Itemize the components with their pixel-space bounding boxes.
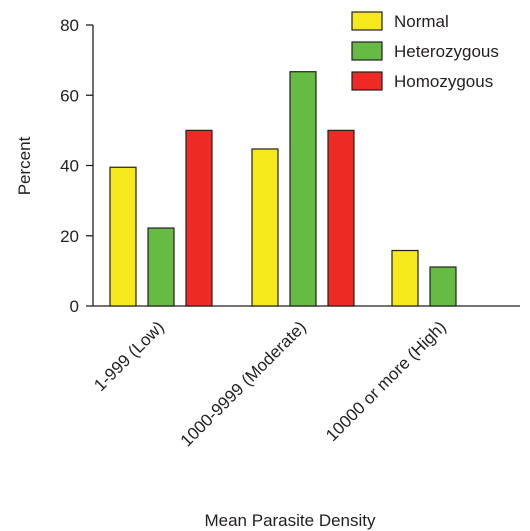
- x-tick-label: 10000 or more (High): [322, 317, 450, 445]
- x-axis: 1-999 (Low) 1000-9999 (Moderate) 10000 or …: [90, 305, 520, 450]
- y-tick-label: 80: [60, 16, 79, 35]
- legend-swatch: [351, 11, 383, 31]
- legend-label: Normal: [394, 12, 449, 31]
- y-tick-label: 60: [60, 86, 79, 105]
- bar-heterozygous-1: [147, 227, 175, 307]
- y-tick-label: 40: [60, 157, 79, 176]
- y-tick-label: 20: [60, 227, 79, 246]
- bar-homozygous-1: [185, 129, 213, 307]
- bars: [109, 71, 457, 307]
- x-tick-label: 1-999 (Low): [90, 317, 168, 395]
- bar-normal-3: [391, 249, 419, 307]
- y-axis-label: Percent: [15, 136, 34, 195]
- legend-label: Heterozygous: [394, 42, 499, 61]
- bar-heterozygous-2: [289, 71, 317, 307]
- legend: Normal Heterozygous Homozygous: [351, 11, 499, 91]
- legend-swatch: [351, 41, 383, 61]
- bar-homozygous-2: [327, 129, 355, 307]
- x-tick-label: 1000-9999 (Moderate): [177, 317, 310, 450]
- bar-normal-1: [109, 166, 137, 307]
- bar-normal-2: [251, 148, 279, 307]
- y-axis: 0 20 40 60 80: [60, 16, 94, 316]
- bar-heterozygous-3: [429, 266, 457, 307]
- y-tick-label: 0: [70, 297, 79, 316]
- legend-label: Homozygous: [394, 72, 493, 91]
- x-axis-label: Mean Parasite Density: [204, 511, 376, 530]
- legend-swatch: [351, 71, 383, 91]
